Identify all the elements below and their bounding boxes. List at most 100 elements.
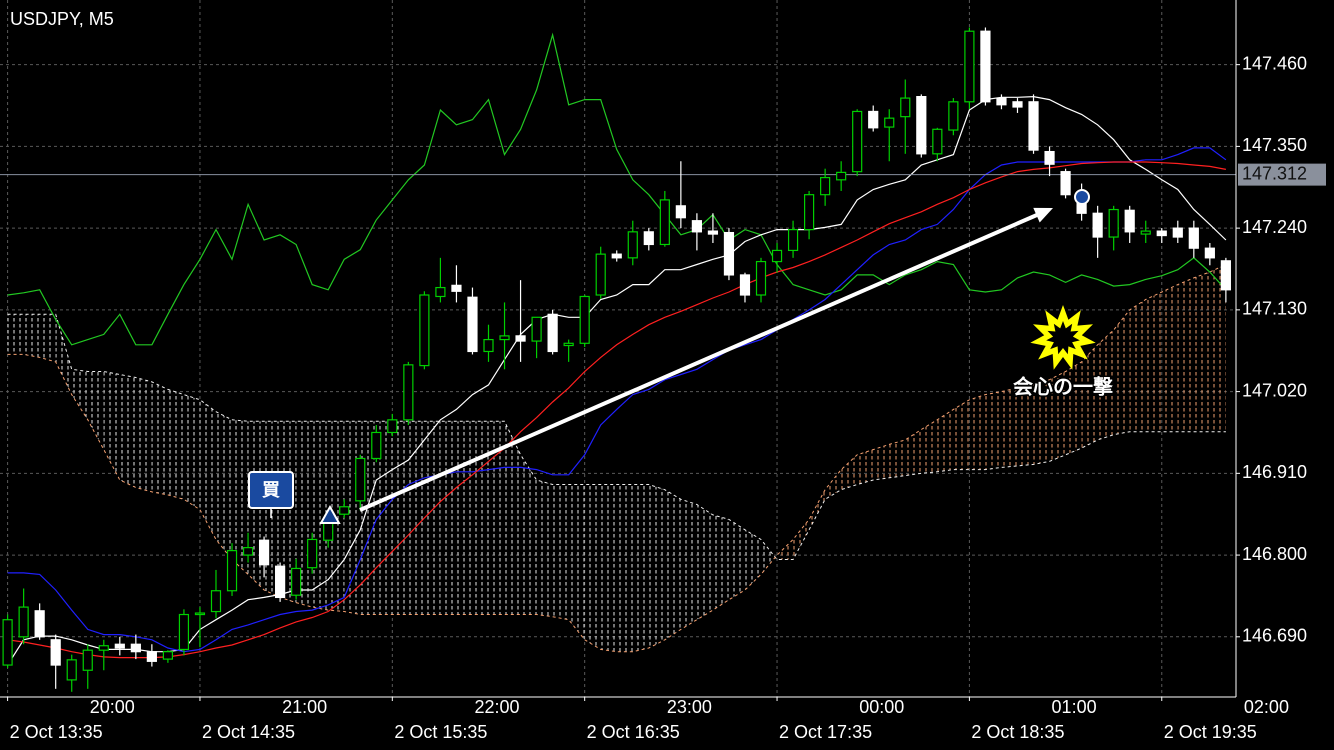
x-tick-label: 2 Oct 17:35 <box>779 722 872 742</box>
cloud-segment <box>232 419 249 575</box>
cloud-segment <box>408 421 425 615</box>
cloud-span <box>7 313 1226 560</box>
cloud-segment <box>55 314 72 395</box>
candle-body <box>932 128 943 155</box>
candle-body <box>178 613 190 651</box>
candle-body <box>1188 227 1199 249</box>
cloud-segment <box>777 539 794 560</box>
cloud-segment <box>536 480 553 617</box>
y-tick-label: 147.130 <box>1242 299 1307 319</box>
candle-body <box>1092 212 1103 238</box>
candle-body <box>531 316 542 342</box>
candle-body <box>66 659 77 681</box>
cloud-segment <box>648 484 665 648</box>
cloud-segment <box>632 484 649 652</box>
cloud-segment <box>376 421 393 615</box>
candle-body <box>1140 230 1151 235</box>
candle-body <box>499 335 510 341</box>
cloud-segment <box>584 484 601 650</box>
cloud-segment <box>344 421 361 615</box>
cloud-segment <box>841 454 858 490</box>
cloud-segment <box>23 314 40 358</box>
candle-body <box>803 194 815 231</box>
cloud-segment <box>664 489 681 640</box>
candle-body <box>1204 247 1215 259</box>
x-tick-label: 2 Oct 14:35 <box>202 722 295 742</box>
candle-body <box>1172 227 1183 238</box>
candle-body <box>643 231 654 246</box>
x-tick-label: 2 Oct 13:35 <box>10 722 103 742</box>
candle-body <box>275 565 286 599</box>
cloud-segment <box>552 484 569 620</box>
cloud-segment <box>696 504 713 620</box>
candle-body <box>226 550 238 592</box>
cloud-segment <box>71 369 88 420</box>
candle-body <box>916 95 927 155</box>
candle-body <box>242 547 254 556</box>
candle-body <box>307 538 318 569</box>
candle-body <box>1060 171 1071 196</box>
cloud-segment <box>87 371 104 450</box>
starburst-core <box>1046 321 1080 355</box>
cloud-segment <box>472 421 489 615</box>
y-tick-label: 147.020 <box>1242 380 1307 400</box>
cloud-segment <box>1129 299 1146 432</box>
candle-body <box>258 539 270 566</box>
x-local-time-label: 02:00 <box>1244 697 1289 717</box>
annotations: 買 会心の一撃 <box>248 189 1115 524</box>
candle-body <box>771 249 783 263</box>
candle-body <box>836 171 847 181</box>
candle-body <box>1124 209 1135 233</box>
candle-body <box>387 419 398 434</box>
cloud-segment <box>1033 379 1050 465</box>
indicator-line <box>7 161 1227 659</box>
candle-body <box>868 110 879 129</box>
candle-body <box>355 457 366 502</box>
candle-body <box>483 338 494 353</box>
candle-body <box>579 295 590 344</box>
candle-body <box>162 651 173 660</box>
candle-body <box>723 231 735 276</box>
cloud-segment <box>167 389 184 500</box>
candle-body <box>451 284 462 292</box>
candle-body <box>739 274 751 296</box>
indicator-line <box>7 147 1227 653</box>
candle-body <box>964 30 975 103</box>
entry-marker <box>319 504 341 524</box>
cloud-segment <box>1193 271 1210 432</box>
candle-body <box>948 101 959 131</box>
y-tick-label: 146.690 <box>1242 626 1307 646</box>
cloud-segment <box>889 439 906 478</box>
cloud-segment <box>1145 292 1162 432</box>
cloud-segment <box>504 421 521 615</box>
y-tick-label: 146.910 <box>1242 462 1307 482</box>
candle-body <box>403 364 414 421</box>
candle-body <box>50 639 61 666</box>
cloud-segment <box>857 449 874 485</box>
candle-body <box>1028 101 1039 151</box>
cloud-segment <box>969 394 986 470</box>
x-tick-label: 2 Oct 16:35 <box>587 722 680 742</box>
candle-body <box>98 645 109 651</box>
cloud-segment <box>712 514 729 611</box>
x-local-time-label: 01:00 <box>1052 697 1097 717</box>
candle-body <box>980 30 991 103</box>
lines-layer <box>0 32 1236 666</box>
candle-body <box>339 506 350 515</box>
cloud-segment <box>151 381 168 495</box>
cloud-segment <box>728 519 745 600</box>
candle-body <box>371 431 382 460</box>
cloud-segment <box>905 429 922 476</box>
candle-body <box>82 649 93 671</box>
cloud-segment <box>183 394 200 510</box>
candle-body <box>675 205 686 219</box>
x-local-time-label: 22:00 <box>474 697 519 717</box>
candle-body <box>18 606 29 638</box>
cloud-segment <box>1081 344 1098 449</box>
candle-body <box>884 117 895 128</box>
cloud-segment <box>1177 277 1194 432</box>
cloud-segment <box>199 399 216 540</box>
candle-body <box>114 643 125 649</box>
